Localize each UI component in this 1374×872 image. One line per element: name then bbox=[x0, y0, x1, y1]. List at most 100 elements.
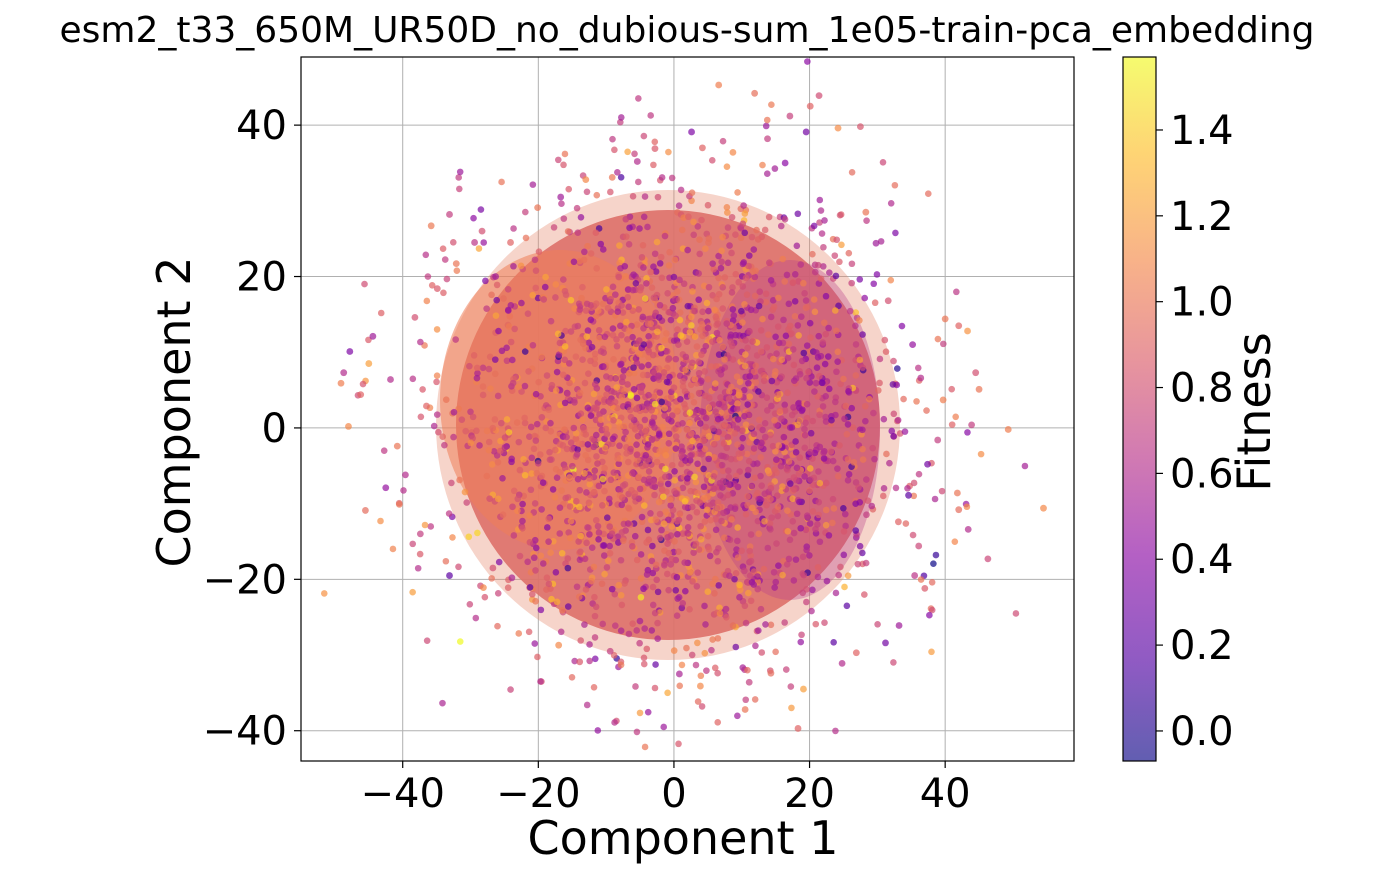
scatter-point bbox=[724, 259, 732, 267]
x-tick-label: 40 bbox=[920, 771, 971, 817]
scatter-point bbox=[852, 500, 859, 508]
scatter-point bbox=[819, 379, 826, 387]
scatter-point bbox=[538, 506, 545, 513]
scatter-point bbox=[742, 510, 750, 518]
scatter-point bbox=[645, 468, 653, 475]
scatter-point bbox=[651, 250, 659, 258]
plot-frame bbox=[300, 56, 1075, 762]
scatter-point bbox=[491, 416, 499, 423]
scatter-point bbox=[741, 210, 749, 217]
scatter-point bbox=[382, 484, 390, 492]
scatter-point bbox=[487, 385, 494, 392]
scatter-point bbox=[816, 479, 824, 487]
scatter-point bbox=[574, 229, 582, 237]
scatter-point bbox=[723, 614, 730, 621]
scatter-point bbox=[683, 426, 691, 434]
scatter-point bbox=[803, 598, 810, 606]
scatter-point bbox=[702, 245, 709, 252]
scatter-point bbox=[889, 381, 897, 388]
scatter-point bbox=[720, 509, 727, 517]
scatter-point bbox=[455, 185, 463, 193]
scatter-point bbox=[705, 471, 712, 479]
scatter-point bbox=[571, 305, 578, 312]
scatter-point bbox=[729, 306, 737, 313]
scatter-point bbox=[599, 475, 607, 483]
scatter-point bbox=[871, 455, 878, 463]
scatter-point bbox=[629, 193, 637, 200]
scatter-point bbox=[747, 597, 755, 605]
scatter-point bbox=[361, 280, 368, 288]
scatter-point bbox=[480, 239, 488, 246]
scatter-point bbox=[815, 332, 823, 340]
scatter-point bbox=[663, 330, 670, 337]
scatter-point bbox=[788, 704, 795, 712]
scatter-point bbox=[466, 600, 474, 608]
scatter-point bbox=[852, 322, 859, 330]
scatter-point bbox=[881, 336, 889, 344]
scatter-point bbox=[510, 487, 518, 495]
scatter-point bbox=[648, 284, 656, 292]
scatter-point bbox=[644, 708, 652, 716]
scatter-point bbox=[622, 318, 630, 326]
scatter-point bbox=[684, 246, 691, 254]
scatter-point bbox=[714, 719, 722, 726]
scatter-point bbox=[632, 683, 639, 690]
scatter-point bbox=[656, 534, 664, 542]
scatter-point bbox=[582, 431, 590, 438]
scatter-point bbox=[694, 639, 701, 647]
scatter-point bbox=[435, 428, 442, 436]
scatter-point bbox=[494, 495, 502, 503]
scatter-point bbox=[648, 407, 655, 414]
scatter-point bbox=[792, 449, 800, 456]
scatter-point bbox=[750, 445, 758, 452]
scatter-point bbox=[690, 218, 697, 226]
scatter-point bbox=[793, 242, 801, 250]
scatter-point bbox=[799, 406, 806, 414]
scatter-point bbox=[515, 438, 523, 446]
scatter-point bbox=[735, 389, 743, 397]
scatter-point bbox=[664, 570, 671, 578]
y-tick-label: −40 bbox=[203, 709, 287, 755]
scatter-point bbox=[776, 407, 784, 415]
scatter-point bbox=[445, 510, 453, 517]
scatter-point bbox=[656, 301, 664, 309]
scatter-point bbox=[763, 116, 771, 124]
scatter-point bbox=[719, 343, 727, 351]
scatter-point bbox=[796, 371, 804, 378]
scatter-point bbox=[561, 287, 569, 295]
scatter-point bbox=[887, 276, 895, 284]
scatter-point bbox=[684, 524, 692, 531]
scatter-point bbox=[607, 295, 614, 303]
scatter-point bbox=[553, 368, 561, 376]
scatter-point bbox=[668, 174, 676, 182]
scatter-point bbox=[676, 510, 684, 517]
scatter-point bbox=[674, 530, 681, 538]
scatter-point bbox=[794, 322, 802, 329]
scatter-point bbox=[734, 189, 741, 196]
scatter-point bbox=[718, 461, 726, 469]
scatter-point bbox=[726, 536, 734, 544]
scatter-point bbox=[626, 224, 633, 232]
scatter-point bbox=[733, 405, 741, 413]
scatter-point bbox=[409, 375, 417, 383]
scatter-point bbox=[708, 363, 715, 370]
scatter-point bbox=[546, 456, 554, 463]
scatter-point bbox=[631, 150, 638, 158]
scatter-point bbox=[744, 501, 751, 509]
scatter-point bbox=[693, 351, 700, 359]
scatter-point bbox=[703, 667, 710, 674]
scatter-point bbox=[928, 578, 936, 586]
scatter-point bbox=[613, 342, 621, 350]
scatter-point bbox=[819, 403, 827, 410]
scatter-point bbox=[719, 284, 727, 291]
scatter-point bbox=[595, 327, 603, 334]
scatter-point bbox=[691, 375, 699, 383]
scatter-point bbox=[913, 398, 920, 405]
scatter-point bbox=[856, 356, 864, 364]
scatter-point bbox=[639, 403, 646, 411]
scatter-point bbox=[875, 387, 882, 394]
scatter-point bbox=[419, 386, 426, 393]
scatter-point bbox=[618, 601, 626, 609]
scatter-point bbox=[750, 246, 758, 253]
scatter-point bbox=[588, 544, 596, 552]
